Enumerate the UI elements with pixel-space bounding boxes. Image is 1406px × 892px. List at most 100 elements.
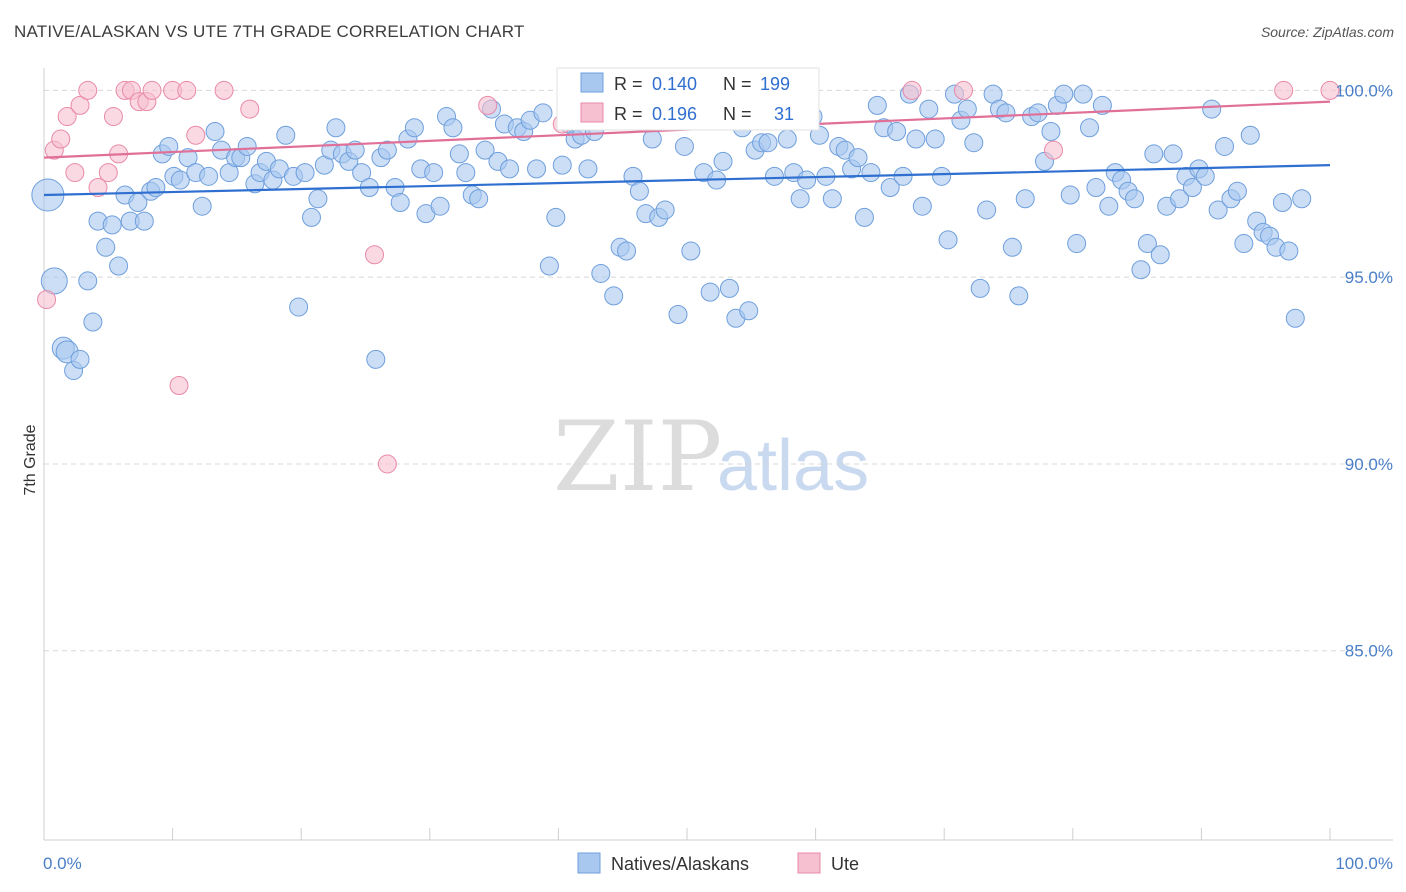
natives-point [96, 237, 116, 257]
natives-point [1054, 84, 1074, 104]
natives-point [83, 312, 103, 332]
natives-point [1182, 178, 1202, 198]
natives-point [681, 241, 701, 261]
ute-point [478, 95, 498, 115]
natives-point [1163, 144, 1183, 164]
ute-point [377, 454, 397, 474]
natives-point [713, 151, 733, 171]
natives-point [655, 200, 675, 220]
natives-point [430, 196, 450, 216]
ute-point [78, 80, 98, 100]
natives-point [377, 140, 397, 160]
natives-point [996, 103, 1016, 123]
natives-point [880, 178, 900, 198]
ute-point [51, 129, 71, 149]
stats-swatch-ute [580, 102, 604, 123]
natives-point [500, 159, 520, 179]
ute-point [103, 107, 123, 127]
natives-point [326, 118, 346, 138]
natives-point [822, 189, 842, 209]
ute-point [142, 80, 162, 100]
natives-point [668, 305, 688, 325]
stats-natives-r-label: R = [614, 74, 643, 94]
natives-point [276, 125, 296, 145]
natives-point [308, 189, 328, 209]
legend-label-natives: Natives/Alaskans [611, 854, 749, 874]
natives-point [848, 148, 868, 168]
natives-point [1002, 237, 1022, 257]
natives-point [1009, 286, 1029, 306]
stats-ute-r-value: 0.196 [652, 104, 697, 124]
natives-point [1080, 118, 1100, 138]
natives-point [539, 256, 559, 276]
legend: Natives/Alaskans Ute [577, 852, 859, 874]
ute-point [70, 95, 90, 115]
natives-point [674, 136, 694, 156]
natives-point [469, 189, 489, 209]
natives-point [1067, 234, 1087, 254]
y-axis-label: 7th Grade [22, 424, 39, 495]
ute-point [57, 107, 77, 127]
natives-point [146, 178, 166, 198]
natives-point [366, 349, 386, 369]
ute-point [177, 80, 197, 100]
natives-point [964, 133, 984, 153]
natives-point [102, 215, 122, 235]
natives-point [1060, 185, 1080, 205]
natives-point [912, 196, 932, 216]
natives-point [527, 159, 547, 179]
watermark-atlas: atlas [717, 426, 869, 506]
natives-point [764, 166, 784, 186]
x-tick-labels: 0.0% 100.0% [43, 854, 1393, 873]
stats-swatch-natives [580, 72, 604, 93]
watermark: ZIP atlas [553, 401, 869, 513]
ute-point [1274, 80, 1294, 100]
natives-point [390, 192, 410, 212]
natives-point [977, 200, 997, 220]
natives-point [867, 95, 887, 115]
natives-point [790, 189, 810, 209]
natives-point [1195, 166, 1215, 186]
natives-point [1285, 308, 1305, 328]
natives-point [192, 196, 212, 216]
ute-point [37, 290, 57, 310]
y-tick-label: 85.0% [1345, 642, 1393, 661]
natives-point [1279, 241, 1299, 261]
natives-point [170, 170, 190, 190]
natives-point [1092, 95, 1112, 115]
stats-natives-r-value: 0.140 [652, 74, 697, 94]
x-tick-label-min: 0.0% [43, 854, 82, 873]
natives-point [70, 349, 90, 369]
legend-label-ute: Ute [831, 854, 859, 874]
natives-point [861, 163, 881, 183]
natives-point [546, 207, 566, 227]
natives-point [1137, 234, 1157, 254]
natives-point [893, 166, 913, 186]
natives-point [591, 263, 611, 283]
y-tick-label: 90.0% [1345, 455, 1393, 474]
natives-point [578, 159, 598, 179]
natives-point [1202, 99, 1222, 119]
natives-point [1125, 189, 1145, 209]
natives-point [1240, 125, 1260, 145]
natives-point [642, 129, 662, 149]
natives-point [345, 140, 365, 160]
natives-point [1086, 178, 1106, 198]
x-tick-label-max: 100.0% [1335, 854, 1393, 873]
natives-point [797, 170, 817, 190]
ute-point [1320, 80, 1340, 100]
stats-ute-n-value: 31 [774, 104, 794, 124]
natives-point [109, 256, 129, 276]
natives-point [205, 122, 225, 141]
natives-point [629, 181, 649, 201]
natives-point [404, 118, 424, 138]
natives-point [957, 99, 977, 119]
stats-natives-n-value: 199 [760, 74, 790, 94]
natives-point [449, 144, 469, 164]
watermark-zip: ZIP [553, 401, 722, 513]
natives-point [1015, 189, 1035, 209]
natives-point [1170, 189, 1190, 209]
natives-point [1144, 144, 1164, 164]
y-tick-label: 100.0% [1335, 81, 1393, 100]
natives-point [970, 278, 990, 298]
